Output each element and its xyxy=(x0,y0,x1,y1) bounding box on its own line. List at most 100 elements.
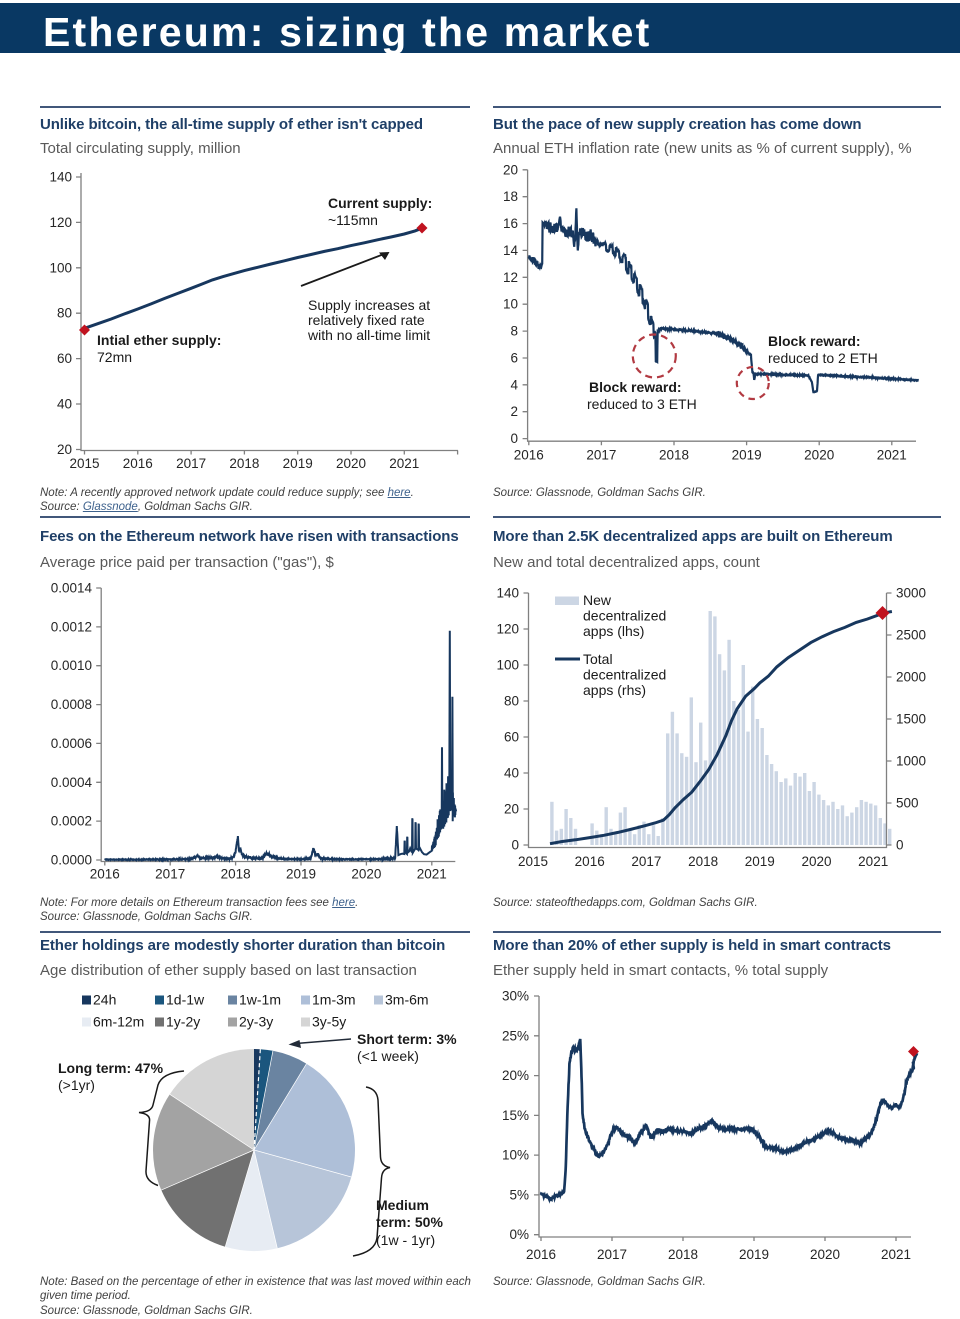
svg-text:apps (lhs): apps (lhs) xyxy=(583,623,644,639)
svg-text:2016: 2016 xyxy=(90,867,120,882)
svg-text:5%: 5% xyxy=(509,1187,529,1202)
svg-text:decentralized: decentralized xyxy=(583,667,666,683)
svg-text:Short term: 3%: Short term: 3% xyxy=(357,1031,457,1047)
svg-text:2018: 2018 xyxy=(229,456,259,471)
svg-text:Long term: 47%: Long term: 47% xyxy=(58,1060,164,1076)
svg-text:100: 100 xyxy=(496,658,519,673)
svg-text:2018: 2018 xyxy=(659,448,689,463)
svg-text:2016: 2016 xyxy=(514,448,544,463)
svg-text:1m-3m: 1m-3m xyxy=(312,992,356,1008)
svg-text:60: 60 xyxy=(57,351,72,366)
svg-text:term: 50%: term: 50% xyxy=(376,1214,443,1230)
svg-text:1500: 1500 xyxy=(896,712,926,727)
svg-text:(<1 week): (<1 week) xyxy=(357,1048,419,1064)
svg-text:16: 16 xyxy=(503,216,518,231)
svg-text:120: 120 xyxy=(49,215,72,230)
svg-text:0.0006: 0.0006 xyxy=(51,736,92,751)
svg-text:0%: 0% xyxy=(509,1227,529,1242)
svg-text:20%: 20% xyxy=(502,1068,529,1083)
svg-text:1y-2y: 1y-2y xyxy=(166,1014,200,1030)
svg-text:1w-1m: 1w-1m xyxy=(239,992,281,1008)
svg-text:2019: 2019 xyxy=(745,854,775,869)
svg-text:8: 8 xyxy=(510,324,518,339)
svg-text:0.0014: 0.0014 xyxy=(51,581,93,596)
svg-text:2019: 2019 xyxy=(732,448,762,463)
svg-text:20: 20 xyxy=(504,802,519,817)
svg-text:3y-5y: 3y-5y xyxy=(312,1014,346,1030)
svg-text:0.0008: 0.0008 xyxy=(51,697,92,712)
svg-text:0.0002: 0.0002 xyxy=(51,814,92,829)
svg-text:14: 14 xyxy=(503,243,519,258)
svg-text:2021: 2021 xyxy=(389,456,419,471)
svg-text:3000: 3000 xyxy=(896,586,926,601)
svg-text:0.0010: 0.0010 xyxy=(51,658,92,673)
svg-text:0.0012: 0.0012 xyxy=(51,619,92,634)
svg-text:1d-1w: 1d-1w xyxy=(166,992,205,1008)
svg-text:2021: 2021 xyxy=(417,867,447,882)
svg-text:60: 60 xyxy=(504,730,519,745)
svg-text:Supply increases at: Supply increases at xyxy=(308,297,430,313)
svg-text:25%: 25% xyxy=(502,1028,529,1043)
svg-text:2017: 2017 xyxy=(597,1247,627,1262)
svg-text:6: 6 xyxy=(510,351,518,366)
svg-text:40: 40 xyxy=(57,397,72,412)
svg-text:reduced to 2 ETH: reduced to 2 ETH xyxy=(768,350,878,366)
svg-text:0.0004: 0.0004 xyxy=(51,775,93,790)
svg-text:24h: 24h xyxy=(93,992,116,1008)
svg-text:2020: 2020 xyxy=(351,867,381,882)
svg-text:140: 140 xyxy=(49,170,72,185)
svg-text:decentralized: decentralized xyxy=(583,608,666,624)
svg-text:10%: 10% xyxy=(502,1148,529,1163)
svg-text:2020: 2020 xyxy=(801,854,831,869)
svg-text:2016: 2016 xyxy=(123,456,153,471)
svg-text:Intial ether supply:: Intial ether supply: xyxy=(97,332,221,348)
svg-text:0: 0 xyxy=(511,838,519,853)
svg-text:2019: 2019 xyxy=(286,867,316,882)
svg-text:~115mn: ~115mn xyxy=(328,212,378,228)
svg-text:0.0000: 0.0000 xyxy=(51,853,92,868)
svg-text:2017: 2017 xyxy=(176,456,206,471)
svg-text:2000: 2000 xyxy=(896,670,926,685)
svg-text:2017: 2017 xyxy=(586,448,616,463)
svg-text:Block reward:: Block reward: xyxy=(589,379,682,395)
svg-text:2018: 2018 xyxy=(688,854,718,869)
svg-text:2y-3y: 2y-3y xyxy=(239,1014,273,1030)
svg-text:80: 80 xyxy=(504,694,519,709)
svg-text:12: 12 xyxy=(503,270,518,285)
svg-text:100: 100 xyxy=(49,260,72,275)
svg-text:30%: 30% xyxy=(502,989,529,1004)
svg-text:1000: 1000 xyxy=(896,754,926,769)
svg-text:Current supply:: Current supply: xyxy=(328,195,432,211)
svg-text:10: 10 xyxy=(503,297,518,312)
svg-text:Medium: Medium xyxy=(376,1197,429,1213)
svg-text:4: 4 xyxy=(510,377,518,392)
svg-text:2017: 2017 xyxy=(631,854,661,869)
svg-text:2015: 2015 xyxy=(69,456,99,471)
svg-text:apps (rhs): apps (rhs) xyxy=(583,682,646,698)
svg-text:2021: 2021 xyxy=(858,854,888,869)
svg-text:reduced to 3 ETH: reduced to 3 ETH xyxy=(587,396,697,412)
svg-text:0: 0 xyxy=(896,838,904,853)
svg-text:2018: 2018 xyxy=(221,867,251,882)
svg-text:2015: 2015 xyxy=(518,854,548,869)
svg-text:72mn: 72mn xyxy=(97,349,132,365)
svg-text:500: 500 xyxy=(896,796,919,811)
svg-text:2018: 2018 xyxy=(668,1247,698,1262)
svg-text:0: 0 xyxy=(510,431,518,446)
svg-text:40: 40 xyxy=(504,766,519,781)
svg-text:18: 18 xyxy=(503,189,518,204)
svg-text:(1w - 1yr): (1w - 1yr) xyxy=(376,1232,435,1248)
svg-text:2021: 2021 xyxy=(881,1247,911,1262)
svg-text:2020: 2020 xyxy=(810,1247,840,1262)
svg-text:2016: 2016 xyxy=(526,1247,556,1262)
svg-text:20: 20 xyxy=(503,162,518,177)
svg-text:2020: 2020 xyxy=(336,456,366,471)
svg-text:2016: 2016 xyxy=(575,854,605,869)
svg-text:Total: Total xyxy=(583,651,613,667)
svg-text:120: 120 xyxy=(496,622,519,637)
svg-text:2021: 2021 xyxy=(877,448,907,463)
svg-text:with no all-time limit: with no all-time limit xyxy=(307,327,430,343)
svg-text:(>1yr): (>1yr) xyxy=(58,1077,95,1093)
svg-text:2020: 2020 xyxy=(804,448,834,463)
svg-text:2: 2 xyxy=(510,404,518,419)
